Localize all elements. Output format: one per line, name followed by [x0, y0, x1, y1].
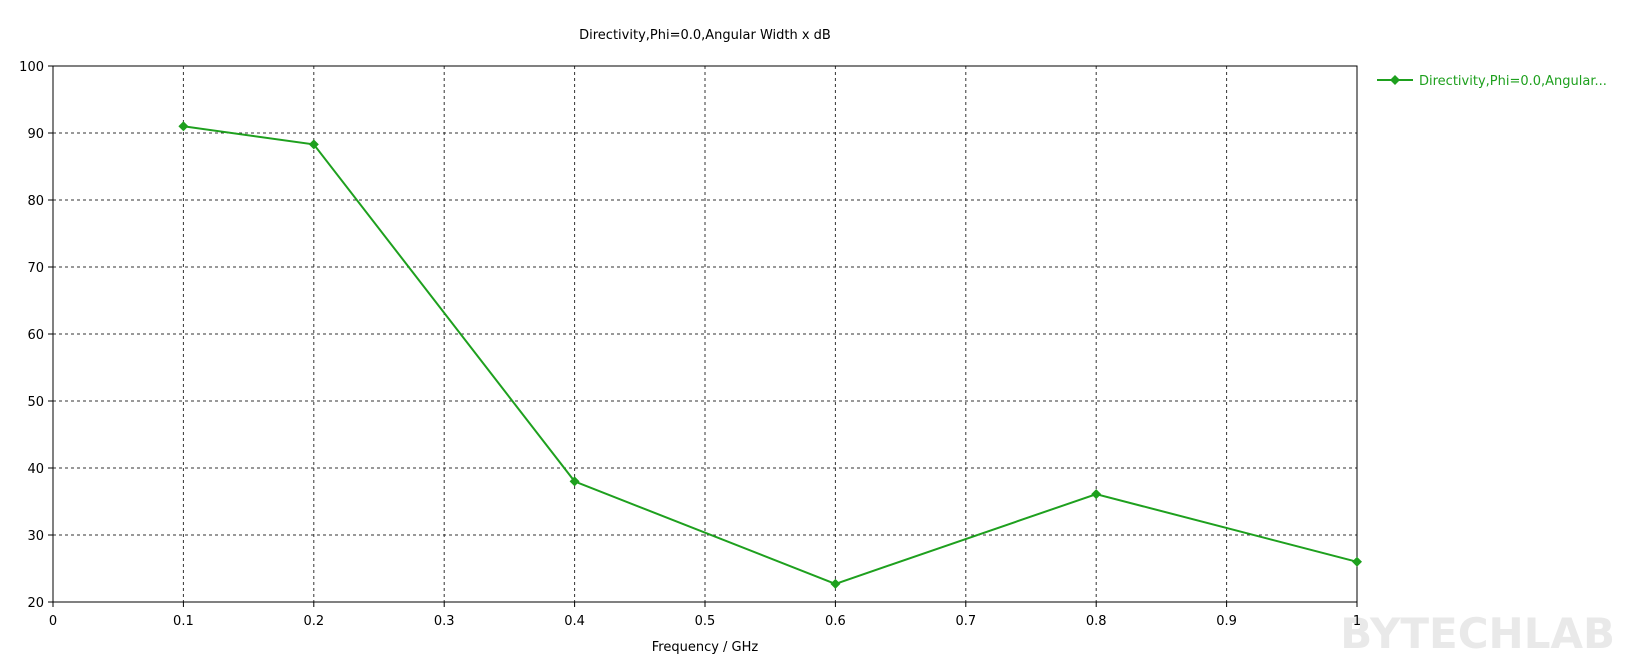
legend-item: Directivity,Phi=0.0,Angular... [1377, 74, 1607, 89]
x-tick-label: 0.7 [955, 614, 976, 629]
y-tick-label: 20 [27, 596, 44, 611]
watermark: BYTECHLAB [1340, 609, 1615, 658]
data-point [569, 476, 580, 487]
x-tick-label: 0 [49, 614, 57, 629]
x-tick-label: 0.4 [564, 614, 585, 629]
y-tick-label: 90 [27, 127, 44, 142]
x-axis-label: Frequency / GHz [652, 640, 759, 655]
y-tick-label: 40 [27, 462, 44, 477]
x-tick-label: 0.2 [303, 614, 324, 629]
legend-label: Directivity,Phi=0.0,Angular... [1419, 74, 1607, 89]
y-tick-label: 70 [27, 261, 44, 276]
grid [53, 66, 1357, 602]
legend-marker [1390, 75, 1400, 85]
data-point [178, 121, 189, 132]
x-tick-label: 1 [1353, 614, 1361, 629]
y-tick-label: 80 [27, 194, 44, 209]
x-tick-label: 0.6 [825, 614, 846, 629]
legend: Directivity,Phi=0.0,Angular... [1377, 74, 1607, 89]
x-tick-label: 0.9 [1216, 614, 1237, 629]
x-tick-label: 0.1 [173, 614, 194, 629]
data-point [308, 139, 319, 150]
y-tick-label: 30 [27, 529, 44, 544]
plot-frame [52, 65, 1358, 603]
y-tick-label: 60 [27, 328, 44, 343]
chart-title: Directivity,Phi=0.0,Angular Width x dB [579, 28, 831, 43]
axes: 0 0.1 0.2 0.3 0.4 0.5 0.6 0.7 0.8 0.9 1 20 30 40 50 60 7… [19, 60, 1361, 629]
x-tick-label: 0.5 [695, 614, 716, 629]
y-tick-label: 50 [27, 395, 44, 410]
x-tick-label: 0.8 [1086, 614, 1107, 629]
data-point [1091, 489, 1102, 500]
series-line [183, 125, 1358, 585]
x-tick-label: 0.3 [434, 614, 455, 629]
data-point [1352, 556, 1362, 567]
series-layer [178, 121, 1362, 589]
data-point [830, 578, 841, 589]
y-tick-label: 100 [19, 60, 44, 75]
